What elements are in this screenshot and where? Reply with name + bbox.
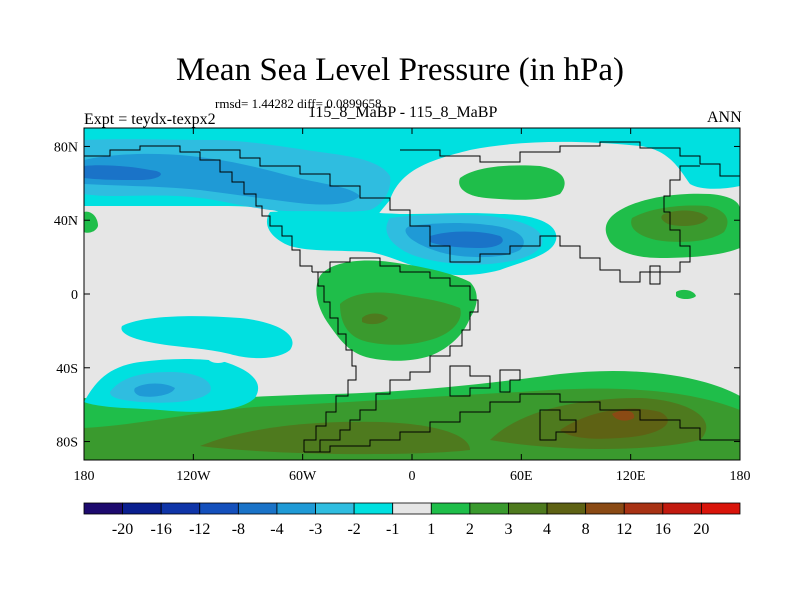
coastline-westcoast (303, 271, 357, 452)
colorbar-swatch (469, 502, 509, 515)
colorbar-swatch (585, 502, 625, 515)
colorbar-label: 4 (543, 521, 551, 538)
colorbar-label: -12 (189, 521, 210, 538)
colorbar-label: 3 (504, 521, 512, 538)
lon-tick-label: 180 (74, 469, 95, 484)
colorbar-label: 2 (466, 521, 474, 538)
contour-eastpac-dark (661, 210, 708, 226)
lon-tick-label: 60W (289, 469, 317, 484)
colorbar-label: -1 (386, 521, 399, 538)
colorbar-swatch (353, 502, 394, 515)
hole-spac (208, 353, 228, 363)
pressure-field (84, 128, 740, 460)
colorbar-swatch (508, 502, 548, 515)
colorbar-swatch (276, 502, 316, 515)
colorbar-label: 16 (655, 521, 671, 538)
colorbar: -20 -16 -12 -8 -4 -3 -2 -1 1 2 3 4 8 12 16 20 (83, 502, 741, 538)
contour-nasia-green (459, 165, 565, 200)
colorbar-label: 20 (693, 521, 709, 538)
colorbar-swatch (546, 502, 587, 515)
lon-axis: 180 120W 60W 0 60E 120E 180 (74, 128, 751, 484)
colorbar-swatch (199, 502, 239, 515)
lon-tick-label: 120E (616, 469, 646, 484)
lon-tick-label: 60E (510, 469, 533, 484)
colorbar-label: 12 (616, 521, 632, 538)
colorbar-swatch (623, 502, 664, 515)
colorbar-label: 1 (427, 521, 435, 538)
colorbar-label: -3 (309, 521, 322, 538)
contour-spac-upper (121, 316, 293, 359)
colorbar-swatch (315, 502, 355, 515)
coastline-sea-islands (449, 265, 661, 441)
contour-southern-brown (560, 408, 668, 439)
contour-west-green (84, 211, 98, 233)
contour-north-darkest (84, 165, 161, 180)
lon-tick-label: 180 (730, 469, 751, 484)
contour-southern-dark (200, 421, 470, 455)
coastline-northern (84, 145, 313, 272)
lat-tick-label: 40S (56, 362, 78, 377)
colorbar-swatch (237, 502, 278, 515)
coastline-northrim (400, 141, 740, 177)
colorbar-swatch (83, 502, 123, 515)
lon-tick-label: 120W (176, 469, 211, 484)
lat-axis: 80N 40N 0 40S 80S (54, 140, 740, 451)
subtitle: 115_8_MaBP - 115_8_MaBP (308, 104, 498, 121)
contour-africa-dark (362, 313, 388, 325)
lat-tick-label: 0 (71, 288, 78, 303)
coastlines (84, 141, 740, 453)
contour-africa-olive (340, 292, 461, 345)
colorbar-swatch (701, 502, 741, 515)
contour-eurasia-darkest (430, 231, 503, 248)
coastline-pangea (312, 257, 479, 452)
colorbar-swatch (430, 502, 471, 515)
stats-line: rmsd= 1.44282 diff= 0.0899658 (215, 96, 382, 111)
coastline-eastrim (660, 165, 700, 273)
contour-southpac-dark (134, 383, 175, 397)
colorbar-label: 8 (582, 521, 590, 538)
coastline-eurasia (200, 149, 660, 283)
contour-north-dark (84, 153, 360, 205)
lat-tick-label: 40N (54, 214, 78, 229)
lat-tick-label: 80S (56, 436, 78, 451)
experiment-label: Expt = teydx-texpx2 (84, 111, 216, 128)
colorbar-swatch (122, 502, 162, 515)
contour-southern-red (612, 410, 635, 421)
season-label: ANN (707, 109, 742, 126)
coastline-south (304, 393, 740, 453)
colorbar-swatch (160, 502, 201, 515)
colorbar-label: -4 (270, 521, 283, 538)
lat-tick-label: 80N (54, 140, 78, 155)
colorbar-label: -8 (232, 521, 245, 538)
colorbar-label: -16 (151, 521, 172, 538)
colorbar-swatch (662, 502, 702, 515)
colorbar-swatch (392, 502, 432, 515)
lon-tick-label: 0 (409, 469, 416, 484)
colorbar-label: -20 (112, 521, 133, 538)
contour-tiny-green (676, 289, 696, 299)
chart-title: Mean Sea Level Pressure (in hPa) (175, 52, 625, 88)
colorbar-label: -2 (347, 521, 360, 538)
